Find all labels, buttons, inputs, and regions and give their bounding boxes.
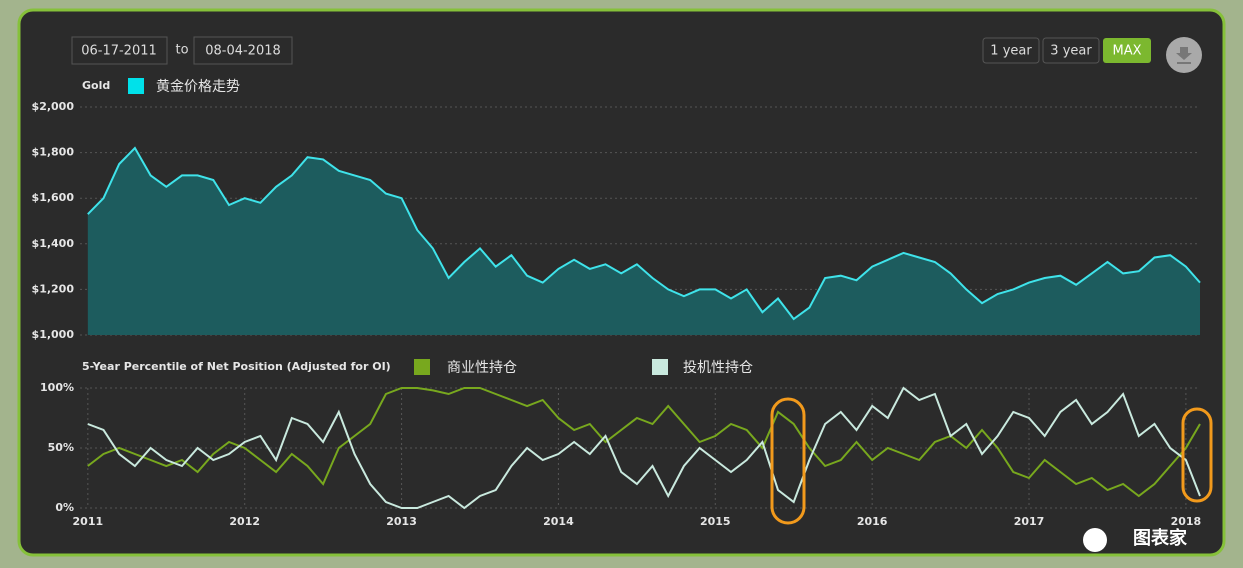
x-tick-label: 2015 bbox=[700, 515, 731, 528]
range-button[interactable] bbox=[1042, 37, 1100, 64]
legend-label: 黄金价格走势 bbox=[156, 78, 240, 95]
x-tick-label: 2016 bbox=[857, 515, 888, 528]
x-tick-label: 2011 bbox=[73, 515, 104, 528]
x-tick-label: 2018 bbox=[1171, 515, 1202, 528]
legend-swatch bbox=[414, 359, 430, 375]
start-date[interactable]: 06-17-2011 bbox=[81, 44, 157, 59]
legend-title: Gold bbox=[82, 79, 110, 92]
line bbox=[87, 146, 1201, 321]
legend-label: 投机性持仓 bbox=[683, 360, 753, 376]
x-tick-label: 2014 bbox=[543, 515, 574, 528]
watermark: 图表家 bbox=[1133, 527, 1188, 549]
y-tick-label: $2,000 bbox=[32, 100, 75, 113]
y-tick-label: $1,400 bbox=[32, 237, 75, 250]
y-tick-label: $1,800 bbox=[32, 146, 75, 159]
range-button-label[interactable]: 3 year bbox=[1050, 44, 1092, 59]
y-tick-label: $1,200 bbox=[32, 282, 75, 295]
y-tick-label: $1,600 bbox=[32, 191, 75, 204]
range-button-active[interactable] bbox=[1103, 38, 1151, 63]
legend-title: 5-Year Percentile of Net Position (Adjus… bbox=[82, 360, 391, 373]
annotation-ellipse bbox=[770, 397, 806, 525]
legend-swatch bbox=[128, 78, 144, 94]
date-input[interactable] bbox=[71, 36, 168, 65]
line bbox=[87, 387, 1201, 498]
range-button-label[interactable]: MAX bbox=[1112, 44, 1141, 59]
y-tick-label: 0% bbox=[55, 501, 74, 514]
plots: Gold 黄金价格走势 $1,000 $1,200 $1,400 $1,600 $1,800… bbox=[32, 78, 1202, 528]
logo-icon bbox=[1083, 528, 1107, 552]
y-tick-label: $1,000 bbox=[32, 328, 75, 341]
y-tick-label: 50% bbox=[48, 441, 74, 454]
date-input[interactable] bbox=[193, 36, 293, 65]
to-label: to bbox=[175, 43, 188, 58]
download-icon bbox=[1176, 47, 1192, 64]
x-tick-label: 2017 bbox=[1014, 515, 1045, 528]
x-tick-label: 2012 bbox=[229, 515, 260, 528]
x-tick-label: 2013 bbox=[386, 515, 417, 528]
annotation-ellipse bbox=[1181, 407, 1213, 503]
y-tick-label: 100% bbox=[40, 381, 74, 394]
end-date[interactable]: 08-04-2018 bbox=[205, 44, 281, 59]
line bbox=[87, 386, 1201, 510]
range-button[interactable] bbox=[982, 37, 1040, 64]
legend-label: 商业性持仓 bbox=[447, 360, 517, 376]
area bbox=[87, 148, 1200, 335]
range-button-label[interactable]: 1 year bbox=[990, 44, 1032, 59]
legend-swatch bbox=[652, 359, 668, 375]
